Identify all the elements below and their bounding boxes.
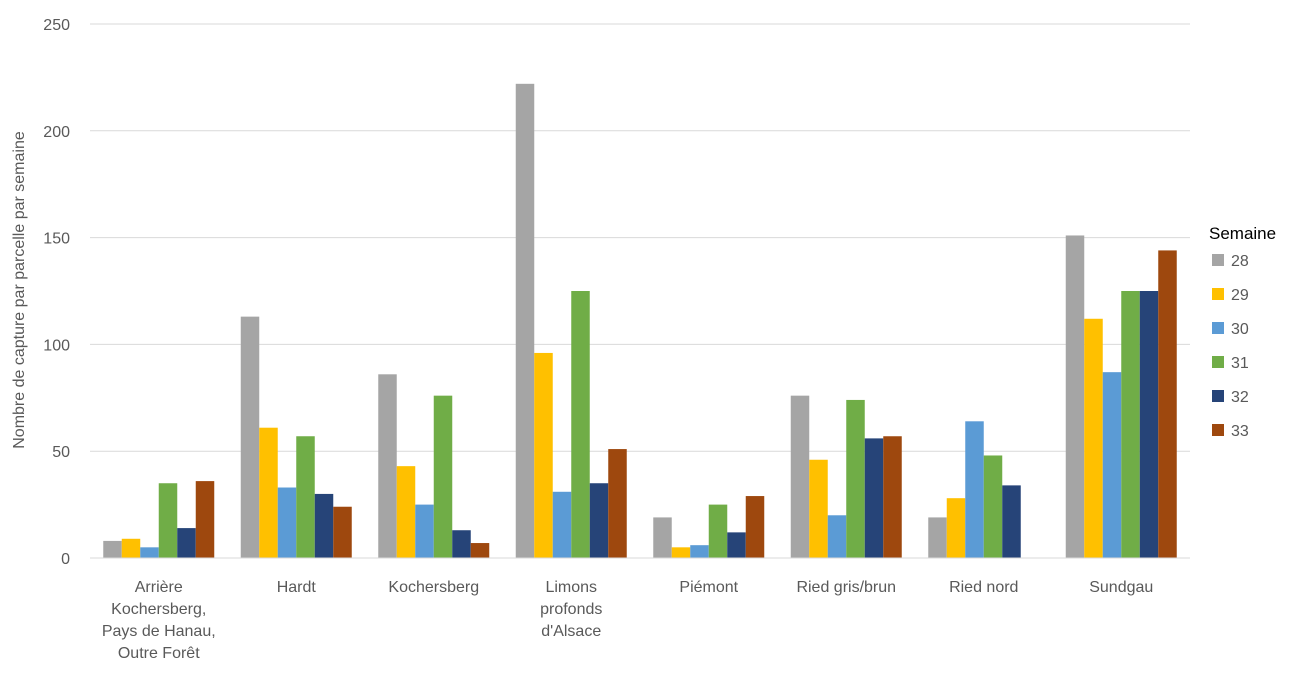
legend-swatch [1212, 254, 1224, 266]
bar-29-3 [534, 352, 553, 558]
bar-30-6 [965, 421, 984, 558]
bar-29-5 [809, 459, 828, 558]
x-category-label: Piémont [679, 579, 738, 596]
bar-29-1 [259, 427, 278, 558]
bar-33-2 [470, 543, 490, 558]
x-axis: Arrière Kochersberg, Pays de Hanau, Outre F… [90, 557, 1190, 662]
x-category-label: profonds [540, 601, 602, 618]
x-category-label: Ried nord [949, 579, 1018, 596]
bar-30-1 [277, 487, 297, 558]
bar-33-3 [608, 449, 627, 558]
bar-32-5 [864, 438, 884, 558]
y-tick-label: 0 [61, 551, 70, 568]
bar-28-7 [1065, 235, 1085, 559]
bar-32-2 [452, 530, 471, 558]
bar-33-5 [883, 436, 902, 558]
bar-32-7 [1139, 291, 1159, 558]
bar-31-1 [296, 436, 315, 558]
bar-28-2 [378, 374, 397, 558]
legend-label: 32 [1231, 389, 1249, 406]
bar-32-0 [177, 528, 196, 558]
bar-31-3 [571, 291, 590, 558]
bar-29-6 [946, 498, 966, 558]
legend-label: 31 [1231, 355, 1249, 372]
bar-31-7 [1121, 291, 1140, 558]
bar-32-4 [727, 532, 746, 558]
bar-33-7 [1158, 250, 1177, 558]
bar-30-7 [1102, 372, 1122, 558]
legend-label: 29 [1231, 287, 1249, 304]
legend-swatch [1212, 390, 1224, 402]
bar-33-4 [745, 496, 765, 558]
bar-31-2 [433, 395, 453, 558]
bar-28-5 [790, 395, 810, 558]
bar-28-3 [515, 83, 535, 559]
y-axis-title: Nombre de capture par parcelle par semai… [11, 131, 28, 449]
bar-30-5 [827, 515, 847, 558]
legend-label: 30 [1231, 321, 1249, 338]
x-category-label: Arrière [135, 579, 183, 596]
bar-28-6 [928, 517, 947, 558]
legend-swatch [1212, 356, 1224, 368]
x-category-label: Pays de Hanau, [102, 623, 216, 640]
x-category-label: Hardt [277, 579, 317, 596]
y-tick-label: 200 [43, 124, 70, 141]
legend-title: Semaine [1209, 224, 1276, 243]
y-axis-ticks: 0 50 100 150 200 250 [43, 17, 70, 568]
legend-label: 28 [1231, 253, 1249, 270]
x-category-label: Ried gris/brun [796, 579, 896, 596]
bars [103, 83, 1177, 559]
y-tick-label: 100 [43, 337, 70, 354]
bar-33-1 [333, 506, 352, 558]
gridlines [90, 23, 1190, 452]
bar-32-6 [1002, 485, 1021, 558]
legend: Semaine 28 29 30 31 32 33 [1209, 224, 1276, 440]
bar-31-6 [983, 455, 1003, 558]
x-category-label: d'Alsace [541, 623, 601, 640]
bar-28-1 [240, 316, 260, 558]
x-category-label: Kochersberg, [111, 601, 206, 618]
legend-swatch [1212, 322, 1224, 334]
bar-29-0 [121, 538, 141, 558]
x-category-label: Outre Forêt [118, 645, 200, 662]
y-tick-label: 150 [43, 231, 70, 248]
x-category-label: Limons [545, 579, 597, 596]
bar-33-0 [195, 481, 215, 558]
x-category-label: Kochersberg [388, 579, 479, 596]
legend-swatch [1212, 424, 1224, 436]
bar-28-0 [103, 540, 122, 558]
legend-swatch [1212, 288, 1224, 300]
bar-29-2 [396, 466, 416, 558]
bar-29-4 [671, 547, 691, 558]
bar-32-3 [589, 483, 609, 558]
bar-30-3 [552, 491, 572, 558]
y-tick-label: 250 [43, 17, 70, 34]
bar-30-4 [690, 545, 709, 558]
y-tick-label: 50 [52, 444, 70, 461]
x-category-label: Sundgau [1089, 579, 1153, 596]
bar-31-5 [846, 399, 865, 558]
bar-30-2 [415, 504, 434, 558]
bar-29-7 [1084, 318, 1103, 558]
bar-31-0 [158, 483, 178, 558]
legend-label: 33 [1231, 423, 1249, 440]
bar-32-1 [314, 493, 334, 558]
bar-31-4 [708, 504, 728, 558]
bar-30-0 [140, 547, 159, 558]
bar-28-4 [653, 517, 672, 558]
